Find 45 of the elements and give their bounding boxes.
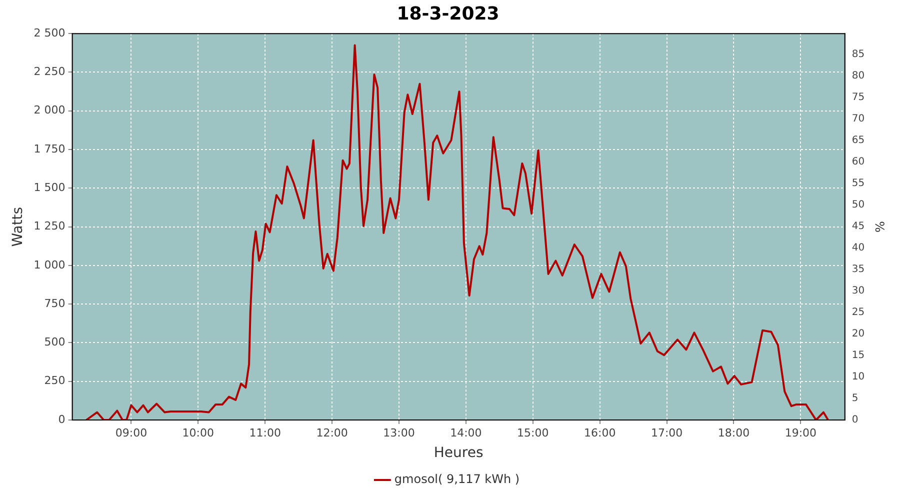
x-tick-label: 18:00: [718, 426, 750, 440]
y2-tick-label: 65: [852, 134, 865, 146]
y-tick-label: 1 250: [34, 220, 66, 233]
y2-tick-label: 60: [852, 156, 865, 168]
y2-tick-label: 30: [852, 286, 865, 297]
y2-tick-label: 70: [852, 113, 865, 124]
y2-tick-label: 15: [852, 350, 865, 362]
y-tick-label: 1 500: [34, 181, 66, 194]
y2-axis-title: %: [872, 221, 887, 233]
y2-tick-label: 45: [852, 220, 865, 232]
chart-title: 18-3-2023: [396, 3, 500, 24]
y2-tick-label: 80: [852, 70, 865, 82]
x-tick-label: 10:00: [182, 426, 214, 440]
y2-tick-label: 75: [852, 92, 865, 103]
x-tick-label: 09:00: [115, 426, 148, 440]
x-tick-label: 13:00: [383, 426, 415, 440]
legend-label: gmosol( 9,117 kWh ): [394, 472, 520, 486]
x-axis-title: Heures: [434, 445, 484, 462]
y2-tick-label: 10: [852, 372, 865, 383]
x-tick-label: 19:00: [784, 426, 817, 440]
x-tick-label: 17:00: [650, 426, 683, 440]
x-tick-label: 12:00: [316, 426, 348, 440]
y2-tick-label: 55: [852, 178, 865, 189]
y2-tick-label: 5: [852, 393, 858, 404]
y-tick-label: 2 250: [34, 65, 66, 78]
x-tick-label: 14:00: [450, 426, 482, 440]
y-tick-label: 250: [44, 374, 66, 388]
y-tick-label: 2 000: [34, 104, 66, 117]
y-tick-label: 0: [58, 412, 66, 426]
y2-tick-label: 40: [852, 242, 865, 254]
x-tick-label: 16:00: [584, 426, 616, 440]
y-tick-label: 1 750: [34, 142, 66, 156]
x-tick-label: 15:00: [517, 426, 549, 440]
y2-tick-label: 20: [852, 328, 865, 340]
y2-tick-label: 50: [852, 199, 865, 210]
y2-tick-label: 0: [852, 414, 858, 426]
y2-tick-label: 35: [852, 264, 865, 275]
y-tick-label: 750: [44, 296, 66, 310]
y-axis-title: Watts: [10, 206, 26, 247]
y2-tick-label: 25: [852, 307, 865, 318]
y-tick-label: 1 000: [34, 258, 66, 272]
y-tick-label: 2 500: [34, 26, 66, 40]
y-tick-label: 500: [44, 336, 66, 349]
x-tick-label: 11:00: [249, 426, 281, 440]
y2-tick-label: 85: [852, 48, 865, 60]
